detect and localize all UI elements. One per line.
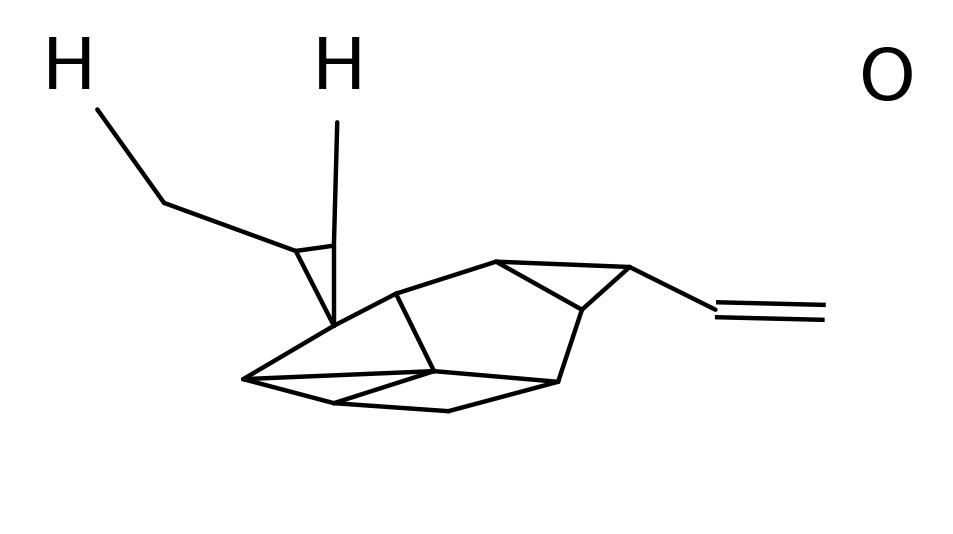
Text: O: O — [858, 45, 915, 115]
Text: H: H — [42, 35, 95, 104]
Text: H: H — [312, 35, 365, 104]
